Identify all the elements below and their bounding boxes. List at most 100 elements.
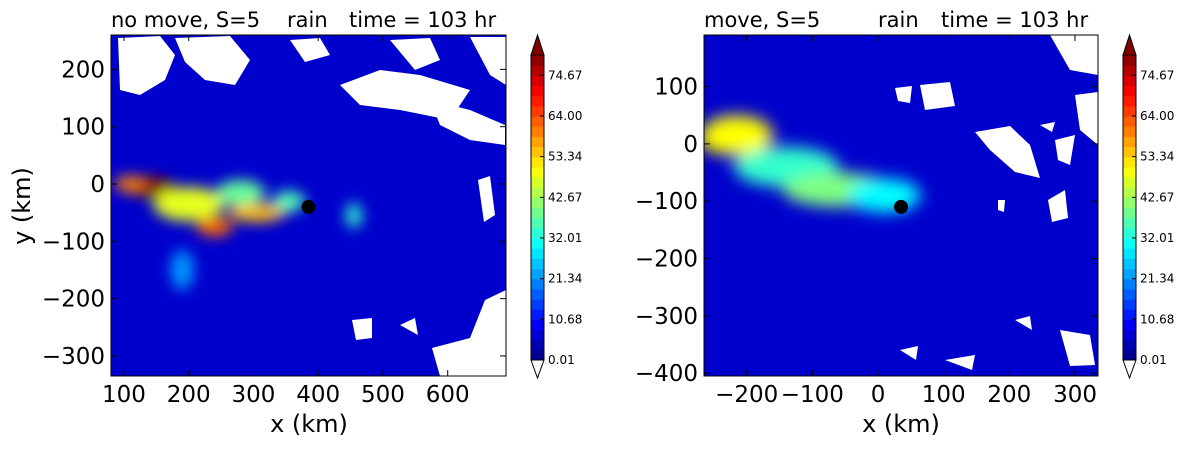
left-axis-ticks: 100 200 300 400 500 600 200 100 0 −100 −200 −300 [42, 35, 506, 408]
right-colorbar-segment [1123, 136, 1136, 148]
right-title-case: move, S=5 [704, 8, 820, 32]
left-colorbar-segment [531, 268, 544, 280]
right-colorbar-tick-label: 74.67 [1140, 68, 1174, 82]
left-rain-cell [227, 203, 286, 222]
left-colorbar-frame [530, 54, 545, 361]
left-colorbar-segment [531, 309, 544, 320]
left-colorbar-tick-label: 53.34 [548, 150, 582, 164]
right-x-tick-label: 200 [987, 382, 1031, 408]
left-y-tick-label: −100 [42, 229, 105, 255]
right-storm-center-marker [894, 199, 908, 214]
right-colorbar-segment [1123, 309, 1136, 320]
left-colorbar-segment [531, 75, 544, 87]
right-colorbar-tick-label: 32.01 [1140, 231, 1174, 245]
right-colorbar-extend-min [1122, 359, 1137, 380]
right-chart-panel: move, S=5 rain time = 103 hr [635, 8, 1175, 438]
right-x-tick-label: 300 [1053, 382, 1097, 408]
left-colorbar-tick-label: 32.01 [548, 231, 582, 245]
left-title-case: no move, S=5 [111, 8, 260, 32]
left-colorbar-segment [531, 319, 544, 331]
left-colorbar-segment [531, 258, 544, 270]
right-colorbar-segment [1123, 105, 1136, 117]
left-x-tick-label: 500 [361, 382, 405, 408]
left-colorbar-tick-label: 42.67 [548, 190, 582, 204]
left-rain-cell [114, 175, 147, 193]
left-colorbar-segment [531, 207, 544, 219]
left-y-axis-label: y (km) [8, 167, 36, 245]
left-colorbar-tick-label: 74.67 [548, 68, 582, 82]
right-no-rain-regions [895, 35, 1098, 370]
left-colorbar-segment [531, 197, 544, 209]
right-colorbar-segment [1123, 156, 1136, 168]
right-title-time: time = 103 hr [941, 8, 1088, 32]
left-rain-cell [272, 190, 306, 212]
left-plot-area [111, 35, 506, 376]
left-y-tick-label: 200 [61, 57, 105, 83]
left-colorbar-extend-min [530, 359, 545, 380]
left-y-tick-label: 100 [61, 115, 105, 141]
right-colorbar-segment [1123, 207, 1136, 219]
left-plot-frame [110, 34, 507, 377]
right-colorbar-segment [1123, 329, 1136, 341]
right-colorbar-segment [1123, 349, 1136, 361]
left-rain-cell [170, 249, 194, 291]
left-colorbar-segment [531, 248, 544, 259]
left-colorbar-segment [531, 116, 544, 127]
left-colorbar-segment [531, 146, 544, 158]
right-x-axis-label: x (km) [862, 410, 940, 438]
right-colorbar-segment [1123, 95, 1136, 107]
left-colorbar-tick-label: 10.68 [548, 312, 582, 326]
left-x-tick-label: 400 [296, 382, 340, 408]
left-storm-center-marker [301, 199, 316, 214]
left-colorbar-segment [531, 187, 544, 198]
right-colorbar-segment [1123, 278, 1136, 290]
left-colorbar-tick-label: 21.34 [548, 272, 582, 286]
right-title-variable: rain [878, 8, 919, 32]
left-rain-cell [153, 186, 225, 222]
left-x-tick-label: 200 [167, 382, 211, 408]
right-x-tick-label: 0 [871, 382, 886, 408]
left-colorbar-segment [531, 126, 544, 137]
right-x-tick-label: 100 [922, 382, 966, 408]
left-title-variable: rain [287, 8, 328, 32]
right-colorbar-segment [1123, 248, 1136, 259]
left-colorbar-segment [531, 177, 544, 188]
right-colorbar-segment [1123, 187, 1136, 198]
left-y-tick-label: −300 [42, 344, 105, 370]
right-y-tick-label: 100 [654, 75, 698, 101]
right-colorbar: 74.67 64.00 53.34 42.67 32.01 21.34 10.68 0.01 [1122, 33, 1174, 380]
left-colorbar-segment [531, 95, 544, 107]
left-colorbar-segment [531, 227, 544, 239]
left-colorbar-segment [531, 217, 544, 229]
left-x-tick-label: 300 [232, 382, 276, 408]
right-plot-area [704, 35, 1098, 376]
right-colorbar-tick-label: 21.34 [1140, 272, 1174, 286]
right-colorbar-segment [1123, 116, 1136, 127]
right-colorbar-segment [1123, 339, 1136, 351]
right-colorbar-tick-label: 64.00 [1140, 109, 1174, 123]
right-x-tick-label: −100 [781, 382, 844, 408]
right-colorbar-segment [1123, 55, 1136, 66]
right-colorbar-extend-max [1122, 33, 1137, 56]
left-colorbar-segment [531, 339, 544, 351]
right-rain-cell [704, 115, 773, 156]
right-colorbar-segment [1123, 268, 1136, 280]
right-colorbar-segment [1123, 288, 1136, 300]
left-no-rain-regions [118, 36, 506, 376]
left-rain-cell [215, 179, 266, 206]
left-colorbar-segment [531, 329, 544, 341]
left-title-time: time = 103 hr [349, 8, 496, 32]
left-colorbar-segment [531, 166, 544, 178]
left-colorbar-tick-label: 0.01 [548, 353, 575, 367]
right-colorbar-tick-label: 42.67 [1140, 190, 1174, 204]
right-y-tick-label: −300 [635, 304, 698, 330]
right-y-tick-label: −100 [635, 189, 698, 215]
left-rain-field [114, 175, 362, 291]
right-y-tick-label: −400 [635, 361, 698, 387]
right-colorbar-tick-label: 53.34 [1140, 150, 1174, 164]
right-y-tick-label: −200 [635, 247, 698, 273]
right-x-tick-label: −200 [715, 382, 778, 408]
right-colorbar-segment [1123, 227, 1136, 239]
left-colorbar-segment [531, 136, 544, 148]
